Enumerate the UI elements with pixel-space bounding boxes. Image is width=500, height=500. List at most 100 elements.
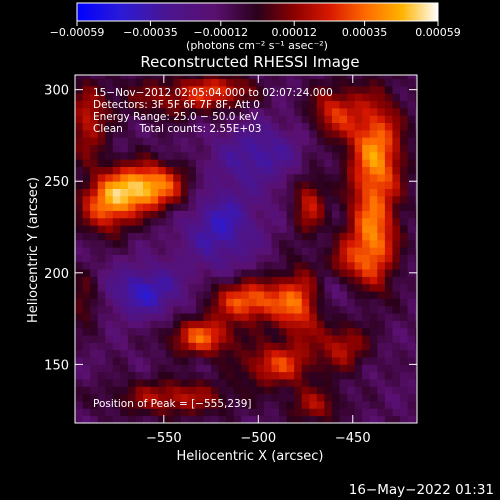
heatmap-cell [399, 386, 408, 395]
heatmap-cell [384, 408, 393, 417]
heatmap-cell [135, 291, 144, 299]
heatmap-cell [218, 188, 227, 197]
heatmap-cell [271, 181, 280, 189]
heatmap-cell [362, 137, 371, 145]
heatmap-cell [263, 107, 272, 116]
heatmap-cell [339, 122, 348, 131]
heatmap-cell [294, 129, 303, 138]
heatmap-cell [256, 269, 265, 277]
heatmap-cell [347, 181, 356, 189]
heatmap-cell [279, 203, 288, 211]
heatmap-cell [211, 283, 219, 292]
heatmap-cell [415, 217, 417, 226]
heatmap-cell [233, 254, 242, 263]
heatmap-cell [90, 107, 99, 116]
heatmap-cell [316, 283, 325, 292]
heatmap-cell [263, 217, 272, 226]
heatmap-cell [347, 298, 356, 307]
heatmap-cell [82, 291, 91, 299]
heatmap-cell [165, 408, 174, 417]
heatmap-cell [279, 173, 288, 182]
heatmap-cell [90, 283, 99, 292]
heatmap-cell [218, 254, 227, 263]
heatmap-cell [309, 327, 318, 336]
heatmap-cell [120, 239, 129, 248]
heatmap-cell [248, 210, 257, 219]
heatmap-cell [135, 115, 144, 124]
heatmap-cell [324, 364, 333, 373]
heatmap-cell [143, 247, 151, 255]
heatmap-cell [331, 349, 340, 358]
heatmap-cell [211, 313, 219, 321]
heatmap-cell [188, 313, 197, 321]
heatmap-cell [339, 408, 348, 417]
heatmap-cell [347, 371, 356, 380]
heatmap-cell [218, 357, 227, 365]
heatmap-cell [415, 129, 417, 138]
heatmap-cell [112, 247, 121, 255]
heatmap-cell [173, 107, 182, 116]
heatmap-cell [384, 386, 393, 395]
heatmap-cell [165, 75, 174, 80]
heatmap-cell [362, 210, 371, 219]
heatmap-cell [90, 269, 99, 277]
heatmap-cell [127, 144, 136, 153]
heatmap-cell [226, 93, 235, 102]
heatmap-cell [158, 137, 167, 145]
heatmap-cell [256, 276, 265, 285]
heatmap-cell [226, 195, 235, 204]
heatmap-cell [354, 371, 363, 380]
heatmap-cell [339, 173, 348, 182]
heatmap-cell [339, 151, 348, 160]
heatmap-cell [226, 357, 235, 365]
heatmap-cell [407, 239, 416, 248]
heatmap-cell [241, 93, 250, 102]
heatmap-cell [309, 195, 318, 204]
heatmap-cell [263, 166, 272, 175]
heatmap-cell [150, 298, 159, 307]
heatmap-cell [218, 195, 227, 204]
heatmap-cell [294, 247, 303, 255]
heatmap-cell [75, 129, 83, 138]
heatmap-cell [354, 195, 363, 204]
heatmap-cell [309, 78, 318, 87]
heatmap-cell [347, 283, 356, 292]
heatmap-cell [301, 85, 310, 94]
heatmap-cell [362, 327, 371, 336]
heatmap-cell [195, 173, 204, 182]
heatmap-cell [195, 232, 204, 241]
heatmap-cell [294, 320, 303, 329]
heatmap-cell [203, 408, 212, 417]
heatmap-cell [173, 415, 182, 423]
heatmap-cell [188, 188, 197, 197]
heatmap-cell [105, 415, 114, 423]
heatmap-cell [294, 181, 303, 189]
heatmap-cell [331, 93, 340, 102]
heatmap-cell [203, 239, 212, 248]
heatmap-cell [127, 217, 136, 226]
heatmap-cell [415, 305, 417, 314]
heatmap-cell [294, 335, 303, 343]
heatmap-cell [158, 283, 167, 292]
heatmap-cell [331, 335, 340, 343]
heatmap-cell [286, 232, 295, 241]
heatmap-cell [347, 232, 356, 241]
heatmap-cell [271, 93, 280, 102]
heatmap-cell [203, 327, 212, 336]
heatmap-cell [407, 181, 416, 189]
heatmap-cell [415, 357, 417, 365]
heatmap-cell [279, 144, 288, 153]
heatmap-cell [324, 173, 333, 182]
heatmap-cell [316, 379, 325, 387]
heatmap-cell [143, 100, 151, 109]
heatmap-cell [399, 283, 408, 292]
heatmap-cell [392, 195, 401, 204]
heatmap-cell [362, 232, 371, 241]
heatmap-cell [241, 159, 250, 167]
heatmap-cell [294, 93, 303, 102]
heatmap-cell [188, 93, 197, 102]
heatmap-cell [301, 173, 310, 182]
heatmap-cell [158, 188, 167, 197]
heatmap-cell [165, 239, 174, 248]
heatmap-cell [256, 144, 265, 153]
